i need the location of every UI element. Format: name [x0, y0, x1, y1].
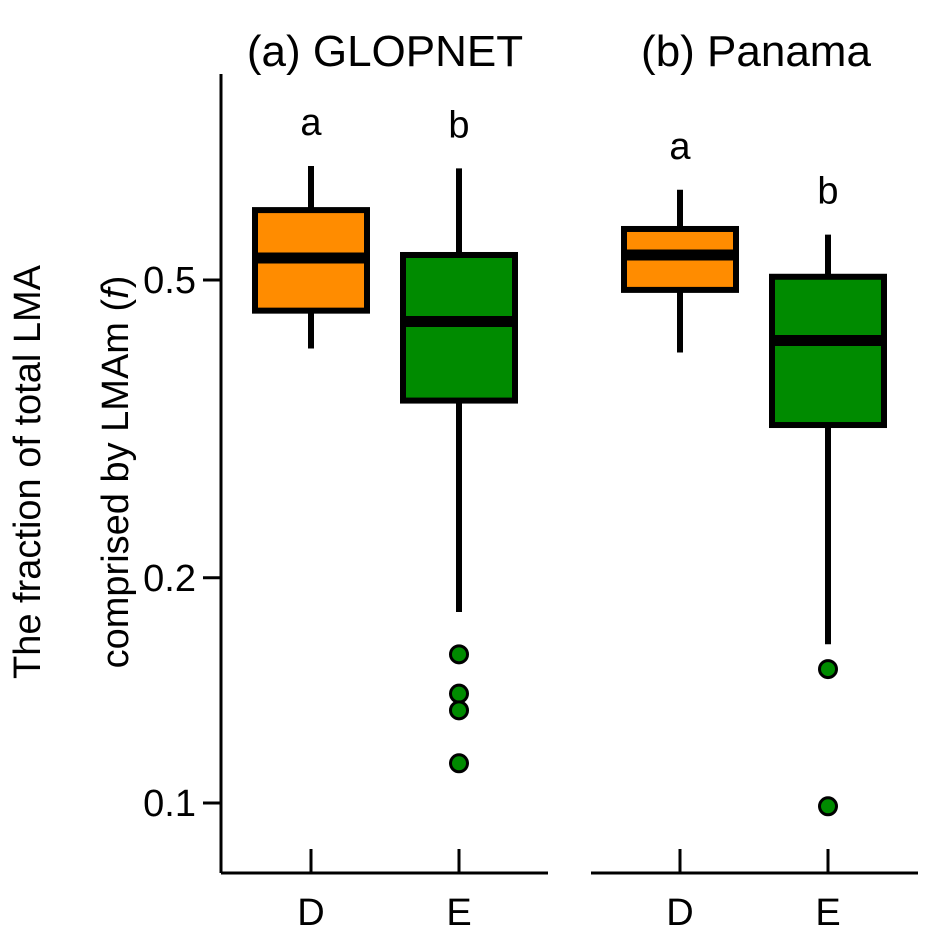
y-tick-label: 0.1 — [143, 783, 196, 825]
box-body — [400, 251, 518, 404]
y-axis-label-line2: comprised by LMAm (f) — [95, 276, 137, 669]
x-tick-label: E — [446, 892, 471, 934]
outlier-point — [818, 796, 838, 817]
y-axis-label-suffix: ) — [95, 276, 137, 289]
outlier-point — [449, 753, 469, 774]
panel-title: (a) GLOPNET — [247, 27, 523, 76]
significance-letter: a — [300, 102, 322, 144]
x-tick-label: D — [297, 892, 324, 934]
panel-title: (b) Panama — [641, 27, 871, 76]
outlier-point — [449, 700, 469, 721]
box-D: Da — [252, 102, 370, 934]
box-E: Eb — [769, 171, 887, 934]
x-tick-label: D — [666, 892, 693, 934]
y-axis-label-symbol: f — [95, 285, 137, 299]
x-tick-label: E — [815, 892, 840, 934]
y-axis-label-prefix: comprised by LMAm ( — [95, 299, 137, 669]
significance-letter: a — [669, 126, 691, 168]
box-D: Da — [621, 126, 739, 934]
box-E: Eb — [400, 104, 518, 934]
box-body — [769, 273, 887, 429]
y-ticks: 0.1 0.2 0.5 — [143, 260, 221, 825]
y-tick-label: 0.5 — [143, 260, 196, 302]
outlier-point — [818, 659, 838, 680]
significance-letter: b — [448, 104, 469, 146]
y-axis-label-line1: The fraction of total LMA — [7, 264, 49, 679]
outlier-point — [449, 644, 469, 665]
y-tick-label: 0.2 — [143, 558, 196, 600]
outlier-point — [449, 683, 469, 704]
significance-letter: b — [817, 171, 838, 213]
